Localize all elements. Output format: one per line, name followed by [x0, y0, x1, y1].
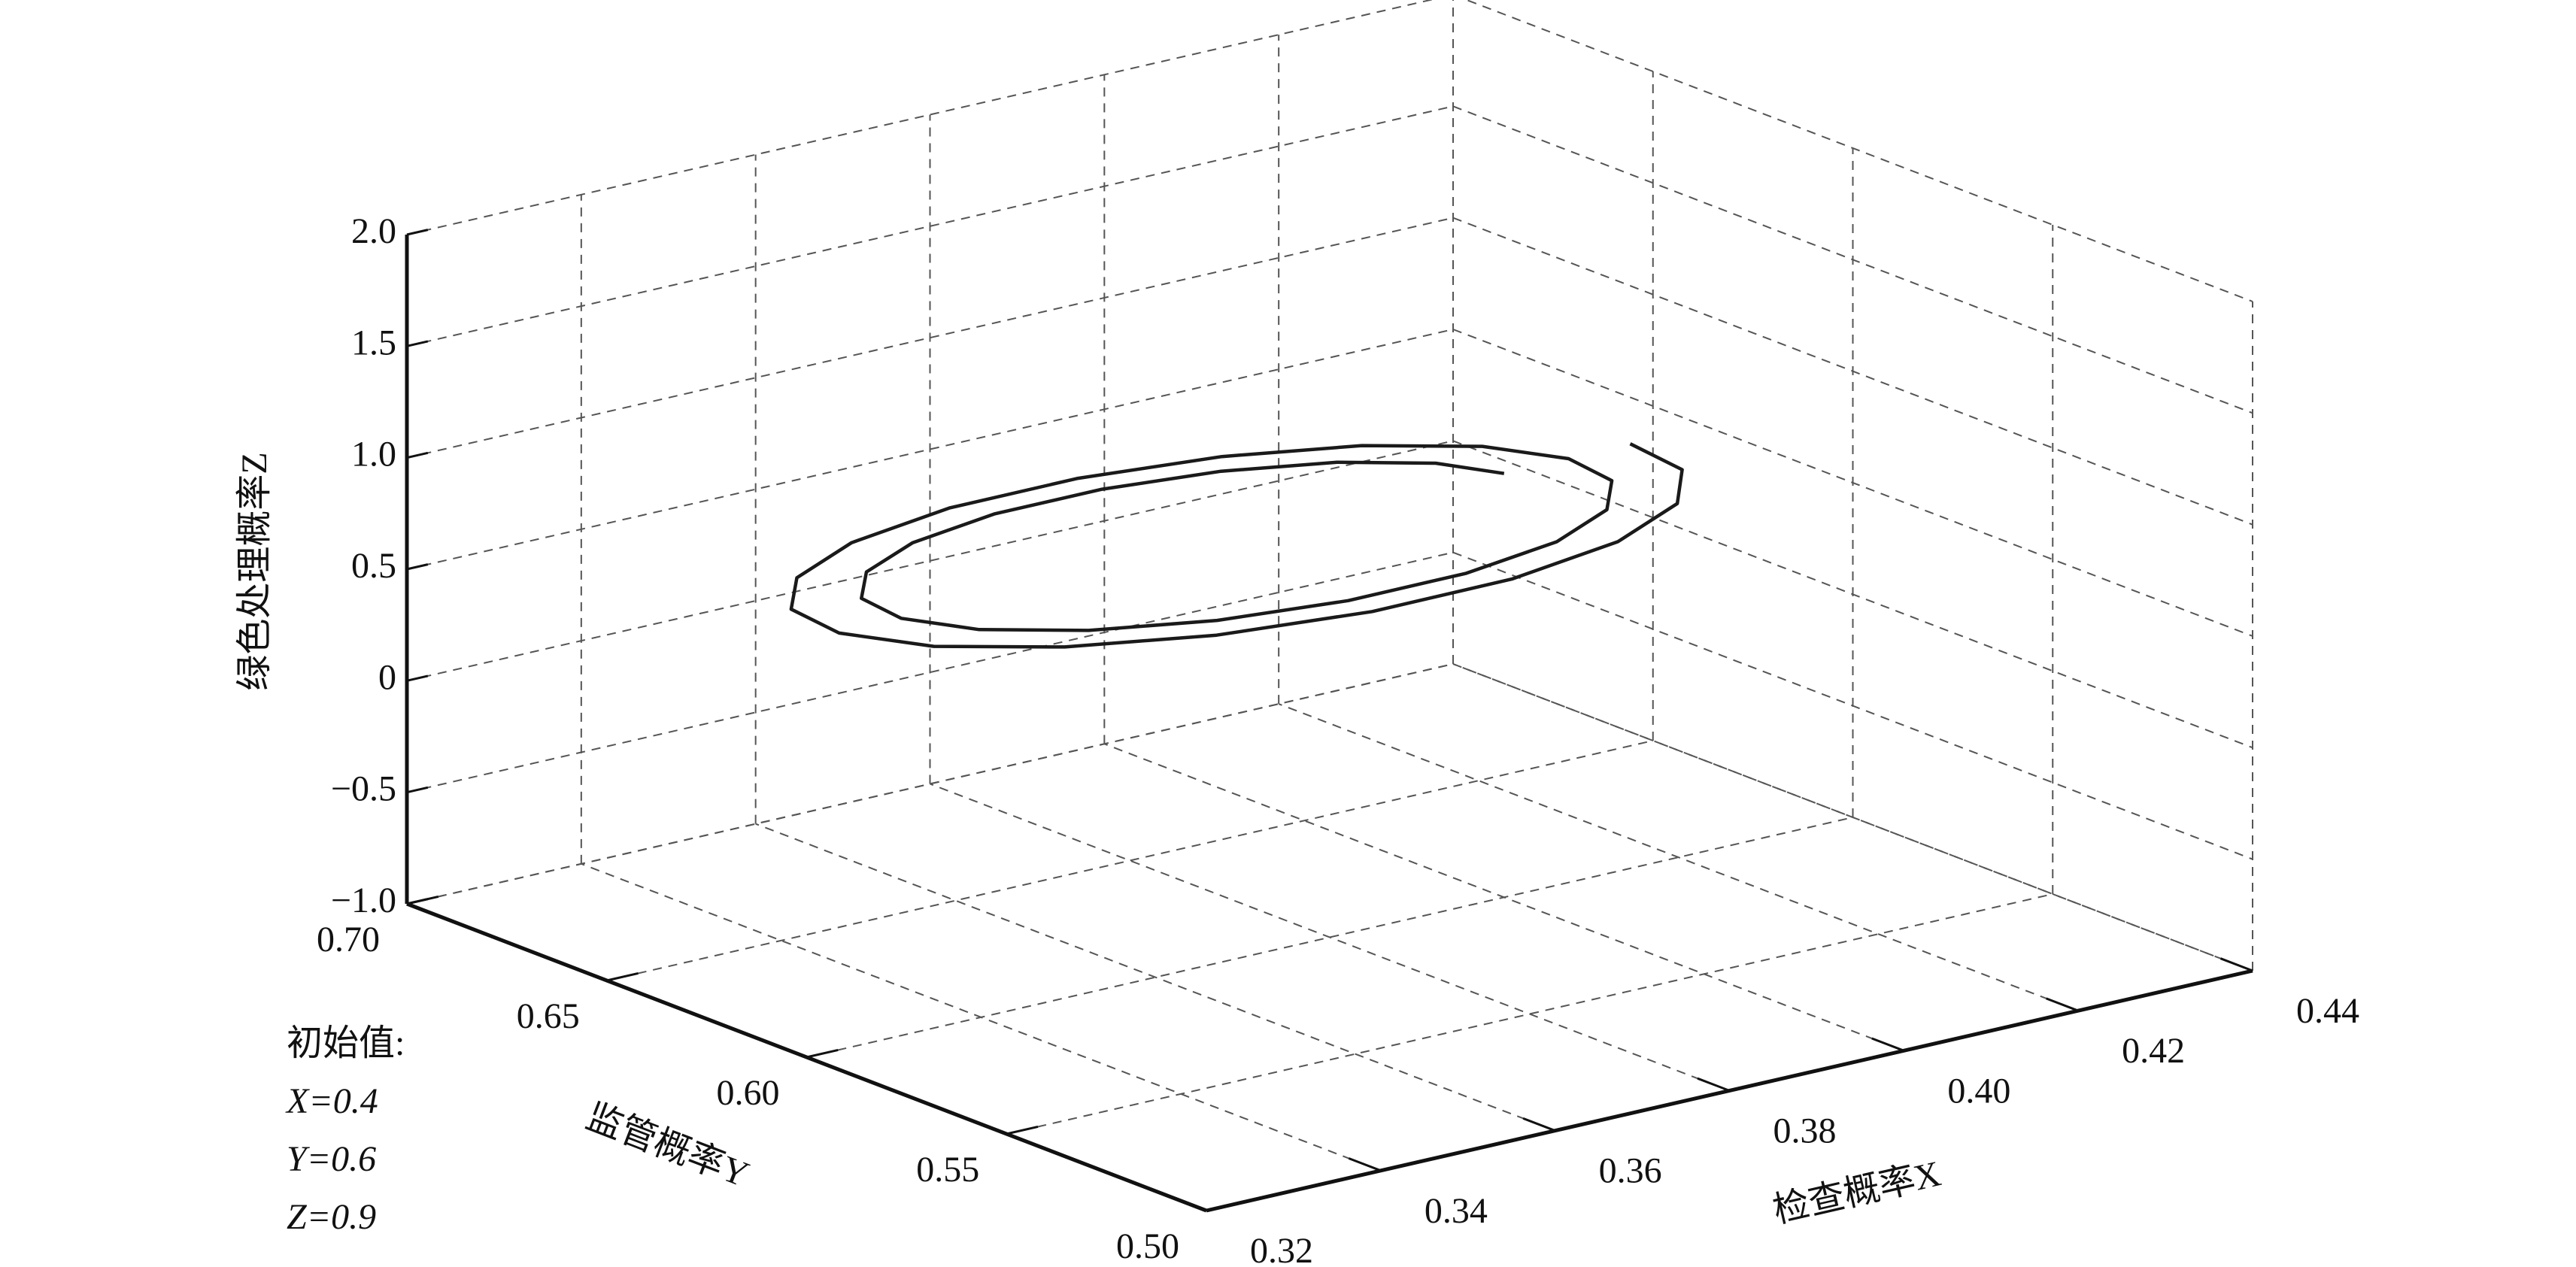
- y-tick: [1006, 1125, 1039, 1135]
- grid-line: [1452, 440, 2253, 749]
- grid-line: [1452, 551, 2253, 860]
- x-tick-label: 0.36: [1599, 1151, 1662, 1191]
- z-tick-label: 2.0: [351, 211, 396, 251]
- grid-line: [406, 551, 1454, 793]
- y-tick: [606, 971, 639, 982]
- grid-line: [406, 0, 1434, 235]
- annotation: Z=0.9: [287, 1197, 376, 1237]
- grid-line: [1464, 0, 2253, 302]
- x-tick: [1697, 1077, 1731, 1092]
- x-tick: [2219, 957, 2253, 972]
- y-tick-label: 0.70: [317, 920, 380, 959]
- z-tick: [406, 563, 429, 571]
- x-tick: [1871, 1037, 1904, 1052]
- y-tick-label: 0.55: [916, 1150, 979, 1190]
- x-tick: [1522, 1117, 1556, 1132]
- grid-line: [1452, 105, 2253, 414]
- y-tick: [806, 1048, 839, 1059]
- grid-line: [1006, 893, 2053, 1135]
- x-tick-label: 0.34: [1425, 1191, 1488, 1231]
- z-tick-label: 0.5: [351, 546, 396, 586]
- y-tick-label: 0.60: [717, 1073, 780, 1113]
- z-tick-label: −1.0: [331, 881, 396, 920]
- z-axis-label: 绿色处理概率Z: [235, 452, 275, 690]
- trajectory-line: [789, 442, 1684, 649]
- z-tick: [406, 898, 429, 905]
- x-tick-label: 0.38: [1773, 1111, 1837, 1151]
- grid-line: [406, 105, 1454, 347]
- annotation: 初始值:: [287, 1023, 405, 1063]
- z-tick: [406, 786, 429, 794]
- x-tick-label: 0.32: [1250, 1231, 1313, 1267]
- annotation: Y=0.6: [287, 1139, 376, 1179]
- x-tick-label: 0.44: [2296, 991, 2359, 1031]
- grid-line: [930, 783, 1730, 1092]
- grid-line: [406, 663, 1454, 905]
- grid-line: [1452, 329, 2253, 637]
- grid-line: [1278, 703, 2079, 1012]
- x-tick: [1348, 1157, 1382, 1172]
- x-tick-label: 0.40: [1947, 1071, 2010, 1111]
- z-tick-label: −0.5: [331, 769, 396, 809]
- grid-line: [606, 740, 1653, 981]
- grid-line: [406, 329, 1454, 570]
- grid-line: [755, 823, 1556, 1132]
- z-tick-label: 1.5: [351, 323, 396, 362]
- y-tick: [1206, 1202, 1239, 1212]
- x-tick: [2046, 997, 2079, 1012]
- x-tick: [1173, 1197, 1207, 1212]
- z-tick-label: 0: [378, 657, 396, 697]
- z-tick: [406, 451, 429, 459]
- z-tick-label: 1.0: [351, 435, 396, 474]
- z-tick: [406, 674, 429, 682]
- y-tick-label: 0.65: [517, 996, 580, 1036]
- x-axis-label: 检查概率X: [1770, 1153, 1945, 1231]
- z-tick: [406, 340, 429, 347]
- grid-line: [406, 440, 1454, 682]
- annotation: X=0.4: [285, 1081, 378, 1121]
- grid-line: [406, 217, 1454, 459]
- y-tick-label: 0.50: [1116, 1226, 1179, 1266]
- z-tick: [406, 229, 429, 236]
- grid-line: [1452, 663, 2253, 971]
- grid-line: [806, 817, 1853, 1058]
- x-tick-label: 0.42: [2122, 1031, 2185, 1071]
- grid-line: [1452, 217, 2253, 526]
